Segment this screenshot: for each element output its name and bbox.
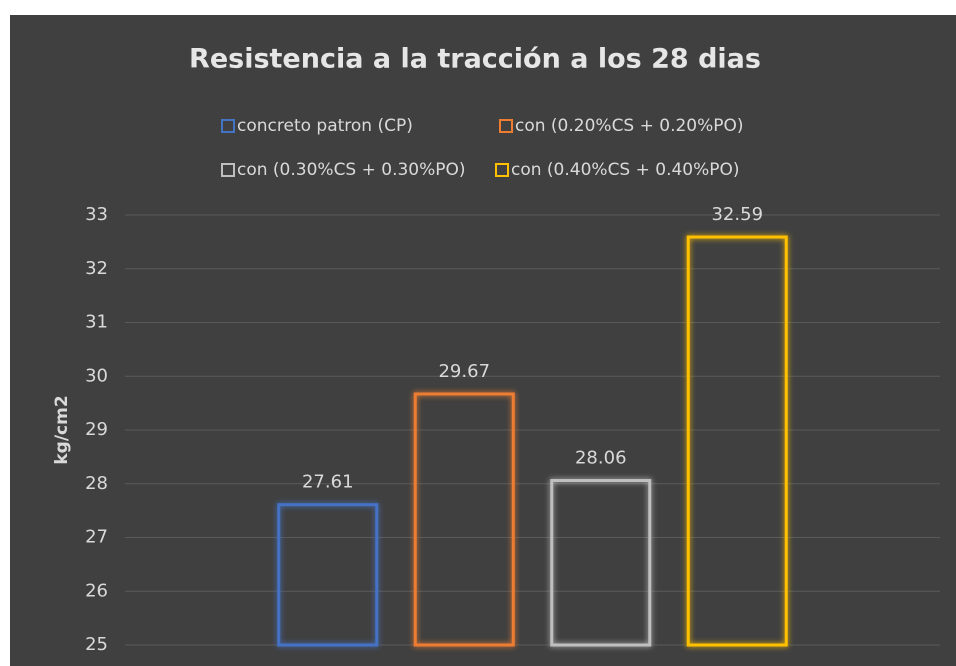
bar [277, 503, 379, 647]
legend-swatch [495, 163, 509, 177]
y-axis-label: kg/cm2 [52, 395, 72, 464]
value-label: 32.59 [711, 204, 763, 225]
y-tick-label: 33 [85, 204, 108, 225]
bar [413, 392, 515, 647]
y-tick-label: 28 [85, 473, 108, 494]
bar [686, 235, 788, 647]
legend-label: con (0.40%CS + 0.40%PO) [511, 160, 740, 180]
chart-title: Resistencia a la tracción a los 28 dias [189, 44, 761, 75]
chart-background [10, 15, 956, 666]
legend-swatch [499, 119, 513, 133]
legend-label: concreto patron (CP) [237, 116, 413, 136]
legend-label: con (0.30%CS + 0.30%PO) [237, 160, 466, 180]
y-tick-label: 25 [85, 634, 108, 655]
value-label: 28.06 [575, 448, 627, 469]
legend-swatch [221, 163, 235, 177]
value-label: 27.61 [302, 472, 354, 493]
y-tick-label: 31 [85, 312, 108, 333]
y-tick-label: 32 [85, 258, 108, 279]
value-label: 29.67 [438, 361, 490, 382]
y-tick-label: 27 [85, 527, 108, 548]
y-tick-label: 30 [85, 365, 108, 386]
legend-label: con (0.20%CS + 0.20%PO) [515, 116, 744, 136]
bar [550, 479, 652, 647]
y-tick-label: 26 [85, 580, 108, 601]
legend-swatch [221, 119, 235, 133]
y-tick-label: 29 [85, 419, 108, 440]
